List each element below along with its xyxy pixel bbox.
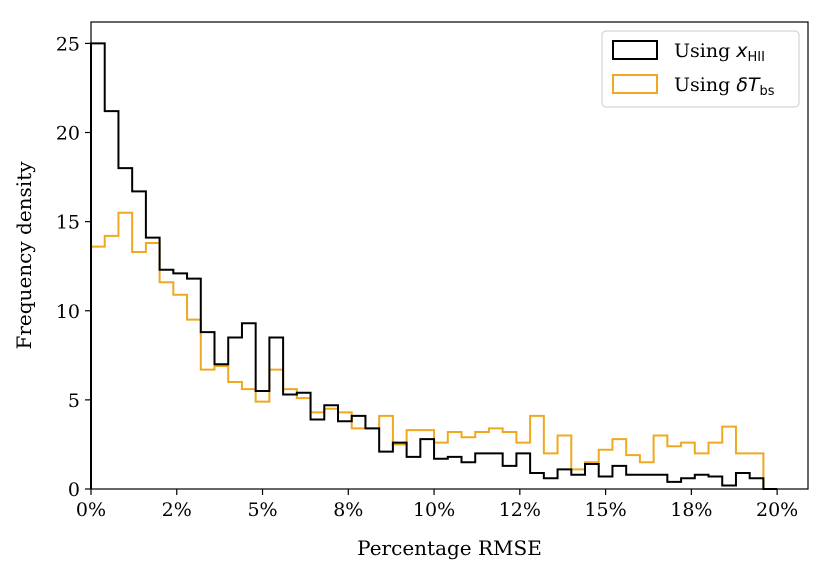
x-tick-label: 5% — [247, 499, 277, 521]
y-axis: 0 5 10 15 20 25 — [56, 33, 91, 501]
legend: Using xHII Using δTbs — [601, 30, 800, 108]
y-tick-label: 15 — [56, 212, 80, 234]
histogram-series-1 — [90, 42, 778, 490]
y-tick-label: 0 — [68, 479, 80, 501]
histogram-series-group — [90, 42, 778, 490]
x-tick-label: 12% — [499, 499, 541, 521]
y-tick-label: 5 — [68, 390, 80, 412]
x-tick-label: 20% — [756, 499, 798, 521]
legend-swatch — [612, 74, 658, 94]
y-tick-label: 10 — [56, 301, 80, 323]
legend-box — [601, 30, 800, 108]
legend-label: Using δTbs — [674, 74, 775, 99]
x-tick-label: 0% — [76, 499, 106, 521]
x-tick-label: 10% — [413, 499, 455, 521]
x-tick-label: 2% — [162, 499, 192, 521]
y-tick-label: 25 — [56, 33, 80, 55]
x-tick-label: 8% — [333, 499, 363, 521]
legend-swatch — [612, 40, 658, 60]
y-tick-label: 20 — [56, 123, 80, 145]
plot-area-frame — [90, 21, 809, 490]
y-axis-label: Frequency density — [12, 161, 36, 350]
x-axis-label: Percentage RMSE — [357, 536, 542, 560]
x-tick-label: 18% — [670, 499, 712, 521]
x-axis: 0% 2% 5% 8% 10% 12% 15% 18% 20% — [76, 489, 798, 521]
x-tick-label: 15% — [584, 499, 626, 521]
legend-label: Using xHII — [674, 40, 765, 65]
